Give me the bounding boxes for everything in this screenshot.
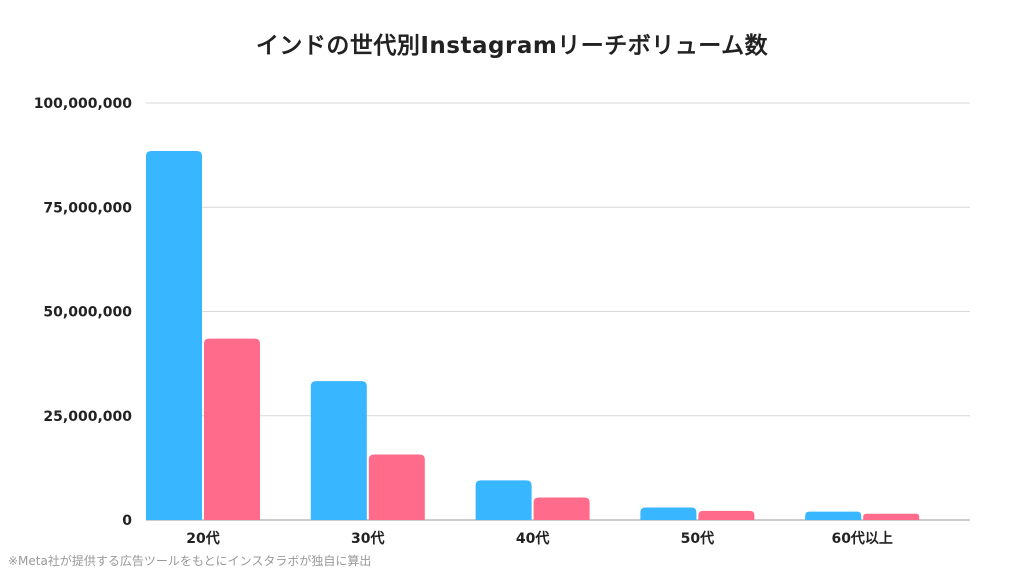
y-tick-label: 75,000,000 [43, 200, 132, 216]
y-tick-label: 50,000,000 [43, 305, 132, 321]
bar-series-b [368, 454, 425, 520]
bar-series-a [805, 511, 862, 520]
grid-lines [146, 102, 970, 521]
y-tick-label: 0 [122, 513, 132, 529]
y-tick-label: 25,000,000 [43, 409, 132, 425]
x-axis-ticks: 20代 30代 40代 50代 60代以上 [186, 530, 893, 547]
bar-series-b [533, 497, 590, 520]
x-tick-label: 20代 [186, 530, 219, 547]
bar-series-b [698, 510, 755, 520]
x-tick-label: 50代 [681, 530, 714, 547]
x-tick-label: 60代以上 [831, 530, 892, 547]
bar-series-a [146, 150, 202, 520]
source-note: ※Meta社が提供する広告ツールをもとにインスタラボが独自に算出 [8, 554, 372, 568]
bar-series-a [640, 507, 697, 520]
bar-series-b [204, 338, 260, 520]
y-tick-label: 100,000,000 [34, 96, 133, 112]
y-axis-ticks: 0 25,000,000 50,000,000 75,000,000 100,000,0… [34, 96, 133, 529]
bar-series-a [475, 480, 532, 520]
x-tick-label: 30代 [351, 530, 384, 547]
bar-series-a [310, 381, 367, 520]
chart-title: インドの世代別Instagramリーチボリューム数 [255, 33, 769, 59]
bars [146, 150, 920, 520]
bar-series-b [863, 513, 920, 520]
x-tick-label: 40代 [516, 530, 549, 547]
